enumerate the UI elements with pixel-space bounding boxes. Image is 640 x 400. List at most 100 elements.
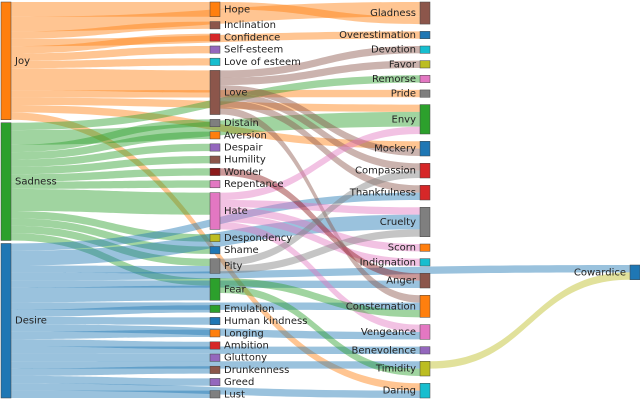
label-lust: Lust (224, 389, 245, 400)
node-gluttony (209, 353, 221, 362)
flow-link-desire-to-lust (11, 390, 210, 398)
flow-link-sadness-to-despair (11, 143, 210, 167)
flow-link-desire-to-gluttony (11, 353, 210, 362)
node-pity (209, 258, 221, 274)
node-emulation (209, 304, 221, 313)
label-ambition: Ambition (224, 340, 269, 351)
label-benevolence: Benevolence (352, 345, 416, 356)
label-aversion: Aversion (224, 130, 267, 141)
flow-link-joy-to-hope (11, 2, 210, 17)
node-confidence (209, 33, 221, 42)
node-envy (419, 104, 431, 135)
flow-link-sadness-to-humility (11, 156, 210, 175)
label-pride: Pride (391, 89, 416, 100)
label-envy: Envy (392, 114, 417, 125)
label-cruelty: Cruelty (380, 217, 416, 228)
label-sadness: Sadness (15, 177, 57, 188)
flow-link-love-to-mockery (220, 85, 420, 156)
flow-link-sadness-to-pity (11, 225, 210, 267)
flow-link-love-to-devotion (220, 46, 420, 78)
node-inclination (209, 21, 221, 30)
label-emulation: Emulation (224, 304, 274, 315)
node-human-kindness (209, 317, 221, 326)
node-consternation (419, 295, 431, 318)
flow-link-hate-to-envy (220, 126, 420, 200)
label-favor: Favor (389, 59, 417, 70)
node-anger (419, 273, 431, 289)
label-self-esteem: Self-esteem (224, 45, 283, 56)
label-scorn: Scorn (388, 243, 416, 254)
label-timidity: Timidity (375, 364, 416, 375)
node-greed (209, 378, 221, 387)
flow-link-pity-to-compassion (220, 170, 420, 267)
node-favor (419, 60, 431, 69)
flow-link-love-to-compassion (220, 92, 420, 171)
flow-link-hope-to-gladness (220, 2, 420, 25)
flow-link-desire-to-pity (11, 265, 210, 274)
label-hate: Hate (224, 206, 248, 217)
label-mockery: Mockery (374, 144, 416, 155)
node-mockery (419, 141, 431, 157)
node-compassion (419, 163, 431, 179)
label-overestimation: Overestimation (339, 30, 416, 41)
node-humility (209, 155, 221, 164)
label-love: Love (224, 87, 248, 98)
label-inclination: Inclination (224, 20, 276, 31)
node-daring (419, 383, 431, 399)
node-fear (209, 278, 221, 301)
label-despondency: Despondency (224, 233, 292, 244)
label-hope: Hope (224, 4, 250, 15)
node-gladness (419, 1, 431, 25)
flow-link-hate-to-vengeance (220, 222, 420, 332)
node-love-of-esteem (209, 57, 221, 66)
label-confidence: Confidence (224, 32, 280, 43)
label-remorse: Remorse (372, 74, 416, 85)
flow-link-hate-to-scorn (220, 207, 420, 252)
label-anger: Anger (386, 276, 417, 287)
flow-link-sadness-to-fear (11, 233, 210, 286)
node-hope (209, 1, 221, 17)
label-drunkenness: Drunkenness (224, 365, 289, 376)
label-shame: Shame (224, 245, 259, 256)
node-despair (209, 143, 221, 152)
flow-link-desire-to-timidity (11, 361, 420, 369)
label-despair: Despair (224, 142, 263, 153)
node-remorse (419, 75, 431, 83)
flow-link-sadness-to-repentance (11, 180, 210, 189)
flow-link-love-to-consternation (220, 107, 420, 303)
node-repentance (209, 180, 221, 189)
label-gluttony: Gluttony (224, 353, 267, 364)
flow-link-desire-to-ambition (11, 339, 210, 350)
label-consternation: Consternation (346, 301, 416, 312)
node-drunkenness (209, 365, 221, 374)
flow-link-desire-to-longing (11, 329, 210, 340)
label-joy: Joy (14, 56, 30, 67)
node-cowardice (629, 264, 640, 280)
flow-link-hate-to-cruelty (220, 200, 420, 215)
flow-link-love-to-favor (220, 60, 420, 86)
node-cruelty (419, 207, 431, 237)
flow-link-desire-to-human-kindness (11, 317, 210, 325)
flow-link-joy-to-love-of-esteem (11, 58, 210, 69)
flow-link-fear-to-consternation (220, 278, 420, 318)
flow-link-wonder-to-anger (220, 168, 420, 281)
flow-links (11, 2, 630, 398)
node-pride (419, 89, 431, 98)
label-fear: Fear (224, 284, 246, 295)
node-overestimation (419, 31, 431, 39)
node-shame (209, 246, 221, 255)
label-distain: Distain (224, 118, 259, 129)
flow-link-timidity-to-cowardice (430, 272, 630, 369)
flow-link-sadness-to-hate (11, 188, 210, 215)
node-benevolence (419, 346, 431, 355)
flow-link-sadness-to-distain (11, 119, 210, 153)
node-thankfulness (419, 185, 431, 201)
flow-link-sadness-to-wonder (11, 168, 210, 182)
label-repentance: Repentance (224, 179, 284, 190)
node-desire (0, 243, 12, 399)
node-self-esteem (209, 45, 221, 54)
label-love-of-esteem: Love of esteem (224, 57, 301, 68)
label-human-kindness: Human kindness (224, 316, 307, 327)
